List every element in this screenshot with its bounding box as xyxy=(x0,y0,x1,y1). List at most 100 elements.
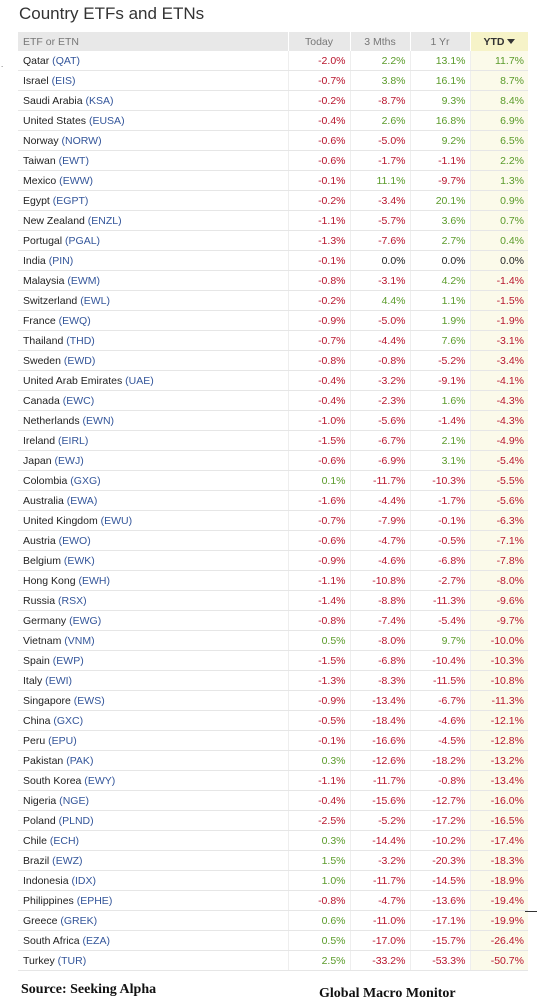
ticker-link[interactable]: EWU xyxy=(104,514,129,527)
table-row[interactable]: United Arab Emirates (UAE) -0.4% -3.2% -9.1… xyxy=(18,370,528,391)
ticker-link[interactable]: EGPT xyxy=(56,194,85,207)
table-row[interactable]: Colombia (GXG) 0.1% -11.7% -10.3% -5.5% xyxy=(18,470,528,491)
ticker-link[interactable]: QAT xyxy=(55,54,77,67)
ticker-link[interactable]: KSA xyxy=(88,94,110,107)
table-row[interactable]: United States (EUSA) -0.4% 2.6% 16.8% 6.9% xyxy=(18,110,528,131)
ticker-link[interactable]: EWY xyxy=(87,774,112,787)
table-row[interactable]: Vietnam (VNM) 0.5% -8.0% 9.7% -10.0% xyxy=(18,630,528,651)
table-row[interactable]: Turkey (TUR) 2.5% -33.2% -53.3% -50.7% xyxy=(18,950,528,971)
table-row[interactable]: Saudi Arabia (KSA) -0.2% -8.7% 9.3% 8.4% xyxy=(18,90,528,111)
table-row[interactable]: Australia (EWA) -1.6% -4.4% -1.7% -5.6% xyxy=(18,490,528,511)
ticker-link[interactable]: EWO xyxy=(62,534,88,547)
ticker-link[interactable]: TUR xyxy=(61,954,83,967)
ticker-link[interactable]: THD xyxy=(69,334,92,347)
ticker-link[interactable]: EWN xyxy=(86,414,111,427)
table-row[interactable]: Austria (EWO) -0.6% -4.7% -0.5% -7.1% xyxy=(18,530,528,551)
table-row[interactable]: Poland (PLND) -2.5% -5.2% -17.2% -16.5% xyxy=(18,810,528,831)
ticker-link[interactable]: EPU xyxy=(51,734,74,747)
ticker-link[interactable]: NGE xyxy=(62,794,86,807)
ticker-link[interactable]: EWP xyxy=(56,654,81,667)
ticker-link[interactable]: EWG xyxy=(72,614,98,627)
table-row[interactable]: Brazil (EWZ) 1.5% -3.2% -20.3% -18.3% xyxy=(18,850,528,871)
table-row[interactable]: South Africa (EZA) 0.5% -17.0% -15.7% -26.4% xyxy=(18,930,528,951)
ticker-link[interactable]: EPHE xyxy=(80,894,109,907)
ticker-link[interactable]: EWZ xyxy=(55,854,80,867)
ticker-link[interactable]: GXG xyxy=(73,474,98,487)
table-row[interactable]: New Zealand (ENZL) -1.1% -5.7% 3.6% 0.7% xyxy=(18,210,528,231)
one-year-value: -11.3% xyxy=(409,590,470,611)
table-row[interactable]: Russia (RSX) -1.4% -8.8% -11.3% -9.6% xyxy=(18,590,528,611)
table-row[interactable]: France (EWQ) -0.9% -5.0% 1.9% -1.9% xyxy=(18,310,528,331)
table-row[interactable]: United Kingdom (EWU) -0.7% -7.9% -0.1% -6.3% xyxy=(18,510,528,531)
table-row[interactable]: Greece (GREK) 0.6% -11.0% -17.1% -19.9% xyxy=(18,910,528,931)
table-row[interactable]: Mexico (EWW) -0.1% 11.1% -9.7% 1.3% xyxy=(18,170,528,191)
ticker-link[interactable]: EWA xyxy=(70,494,94,507)
ticker-link[interactable]: EUSA xyxy=(92,114,122,127)
ticker-link[interactable]: GREK xyxy=(63,914,94,927)
column-header-1-year[interactable]: 1 Yr xyxy=(410,32,471,51)
ticker-link[interactable]: EZA xyxy=(86,934,107,947)
column-header-3-months[interactable]: 3 Mths xyxy=(350,32,411,51)
column-header-name[interactable]: ETF or ETN xyxy=(18,32,289,51)
table-row[interactable]: Taiwan (EWT) -0.6% -1.7% -1.1% 2.2% xyxy=(18,150,528,171)
ticker-link[interactable]: EIS xyxy=(55,74,73,87)
table-row[interactable]: Nigeria (NGE) -0.4% -15.6% -12.7% -16.0% xyxy=(18,790,528,811)
table-row[interactable]: Norway (NORW) -0.6% -5.0% 9.2% 6.5% xyxy=(18,130,528,151)
ticker-link[interactable]: PAK xyxy=(69,754,90,767)
ticker-link[interactable]: EWH xyxy=(81,574,107,587)
table-row[interactable]: Peru (EPU) -0.1% -16.6% -4.5% -12.8% xyxy=(18,730,528,751)
ticker-link[interactable]: EWI xyxy=(48,674,69,687)
ticker-link[interactable]: ECH xyxy=(53,834,76,847)
ticker-link[interactable]: EIRL xyxy=(61,434,85,447)
column-header-ytd[interactable]: YTD xyxy=(470,32,529,51)
table-row[interactable]: Qatar (QAT) -2.0% 2.2% 13.1% 11.7% xyxy=(18,51,528,71)
ticker-link[interactable]: EWS xyxy=(77,694,102,707)
table-row[interactable]: Israel (EIS) -0.7% 3.8% 16.1% 8.7% xyxy=(18,70,528,91)
table-row[interactable]: Sweden (EWD) -0.8% -0.8% -5.2% -3.4% xyxy=(18,350,528,371)
table-row[interactable]: Belgium (EWK) -0.9% -4.6% -6.8% -7.8% xyxy=(18,550,528,571)
table-row[interactable]: Egypt (EGPT) -0.2% -3.4% 20.1% 0.9% xyxy=(18,190,528,211)
table-row[interactable]: Germany (EWG) -0.8% -7.4% -5.4% -9.7% xyxy=(18,610,528,631)
ticker-link[interactable]: RSX xyxy=(61,594,84,607)
table-row[interactable]: Hong Kong (EWH) -1.1% -10.8% -2.7% -8.0% xyxy=(18,570,528,591)
three-month-value: -8.7% xyxy=(349,90,410,111)
table-row[interactable]: South Korea (EWY) -1.1% -11.7% -0.8% -13.4% xyxy=(18,770,528,791)
ticker-link[interactable]: PGAL xyxy=(68,234,97,247)
ticker-link[interactable]: ENZL xyxy=(91,214,119,227)
table-row[interactable]: Canada (EWC) -0.4% -2.3% 1.6% -4.3% xyxy=(18,390,528,411)
ticker-link[interactable]: VNM xyxy=(67,634,92,647)
ticker-link[interactable]: EWD xyxy=(67,354,92,367)
table-row[interactable]: Malaysia (EWM) -0.8% -3.1% 4.2% -1.4% xyxy=(18,270,528,291)
table-row[interactable]: Spain (EWP) -1.5% -6.8% -10.4% -10.3% xyxy=(18,650,528,671)
table-row[interactable]: Ireland (EIRL) -1.5% -6.7% 2.1% -4.9% xyxy=(18,430,528,451)
ticker-link[interactable]: EWM xyxy=(70,274,97,287)
ticker-link[interactable]: EWT xyxy=(62,154,86,167)
ticker-link[interactable]: EWL xyxy=(83,294,107,307)
ticker-link[interactable]: UAE xyxy=(128,374,151,387)
table-row[interactable]: Italy (EWI) -1.3% -8.3% -11.5% -10.8% xyxy=(18,670,528,691)
ticker-link[interactable]: IDX xyxy=(74,874,93,887)
table-row[interactable]: Portugal (PGAL) -1.3% -7.6% 2.7% 0.4% xyxy=(18,230,528,251)
ticker-link[interactable]: EWK xyxy=(67,554,92,567)
table-row[interactable]: Indonesia (IDX) 1.0% -11.7% -14.5% -18.9% xyxy=(18,870,528,891)
table-row[interactable]: India (PIN) -0.1% 0.0% 0.0% 0.0% xyxy=(18,250,528,271)
table-row[interactable]: Netherlands (EWN) -1.0% -5.6% -1.4% -4.3% xyxy=(18,410,528,431)
ticker-link[interactable]: EWQ xyxy=(62,314,88,327)
ticker-link[interactable]: NORW xyxy=(65,134,99,147)
table-row[interactable]: China (GXC) -0.5% -18.4% -4.6% -12.1% xyxy=(18,710,528,731)
table-row[interactable]: Switzerland (EWL) -0.2% 4.4% 1.1% -1.5% xyxy=(18,290,528,311)
table-row[interactable]: Philippines (EPHE) -0.8% -4.7% -13.6% -19.4% xyxy=(18,890,528,911)
column-header-today[interactable]: Today xyxy=(288,32,351,51)
table-row[interactable]: Thailand (THD) -0.7% -4.4% 7.6% -3.1% xyxy=(18,330,528,351)
ticker-link[interactable]: EWW xyxy=(62,174,90,187)
ticker-link[interactable]: GXC xyxy=(56,714,80,727)
ticker-link[interactable]: EWC xyxy=(66,394,91,407)
table-row[interactable]: Pakistan (PAK) 0.3% -12.6% -18.2% -13.2% xyxy=(18,750,528,771)
table-row[interactable]: Japan (EWJ) -0.6% -6.9% 3.1% -5.4% xyxy=(18,450,528,471)
ticker-link[interactable]: PLND xyxy=(62,814,91,827)
table-row[interactable]: Singapore (EWS) -0.9% -13.4% -6.7% -11.3% xyxy=(18,690,528,711)
one-year-value: -20.3% xyxy=(409,850,470,871)
table-row[interactable]: Chile (ECH) 0.3% -14.4% -10.2% -17.4% xyxy=(18,830,528,851)
ticker-link[interactable]: EWJ xyxy=(58,454,81,467)
ticker-link[interactable]: PIN xyxy=(52,254,70,267)
